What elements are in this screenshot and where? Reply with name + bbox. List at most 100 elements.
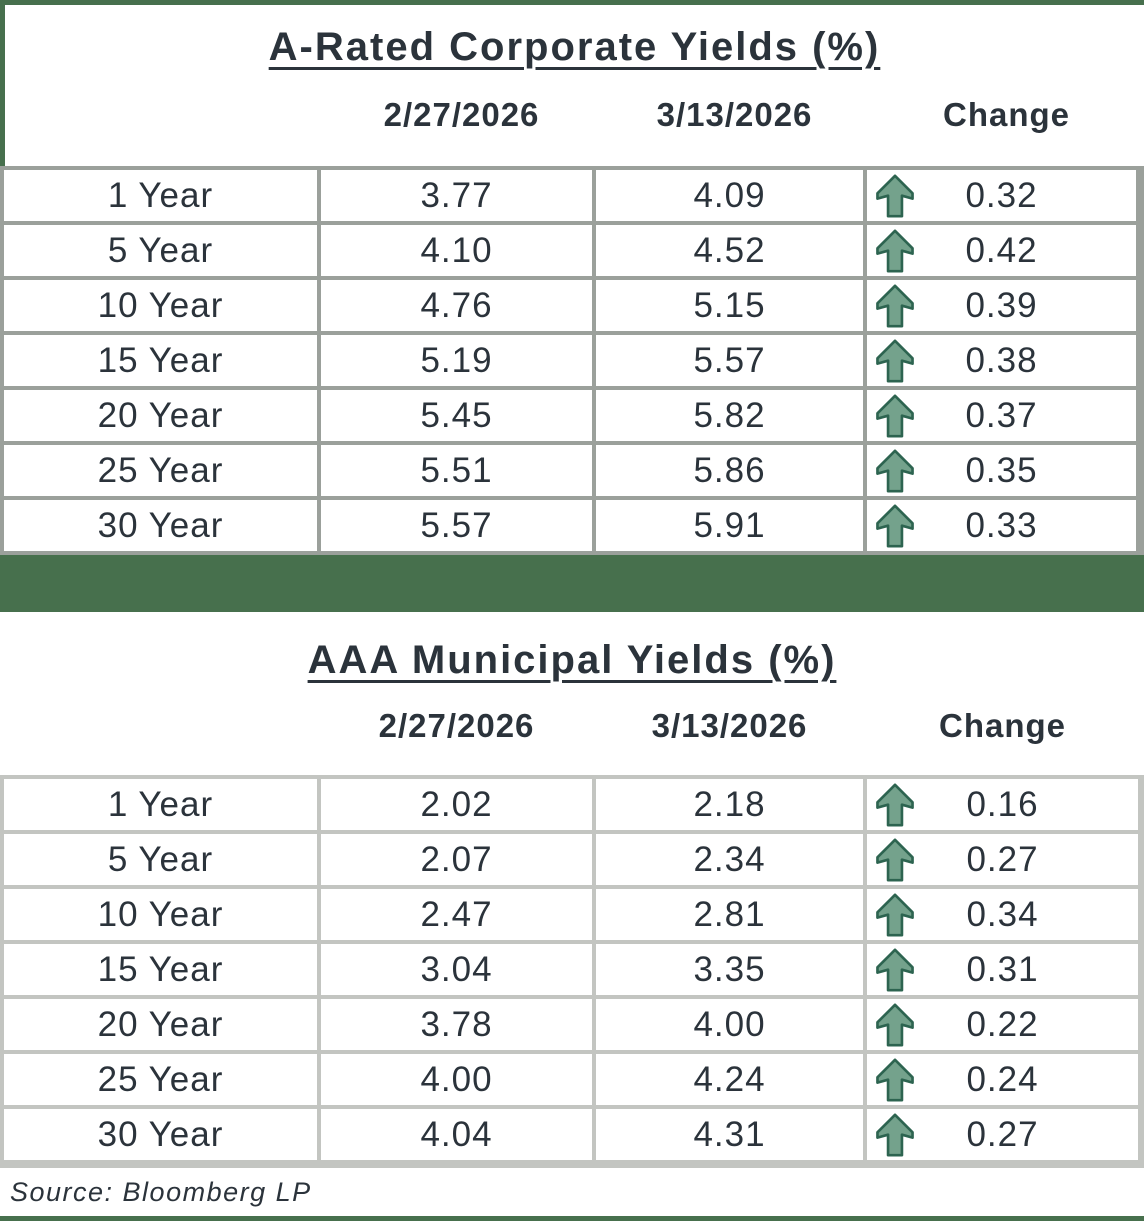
change-value: 0.37 (965, 395, 1038, 435)
change-value: 0.39 (965, 285, 1038, 325)
change-value: 0.31 (966, 949, 1039, 989)
municipal-yields-table: AAA Municipal Yields (%) 2/27/2026 3/13/… (0, 612, 1144, 1164)
change-value: 0.27 (966, 1114, 1039, 1154)
yield-prev-cell: 2.02 (321, 779, 592, 830)
change-cell: 0.34 (867, 889, 1138, 940)
change-cell: 0.16 (867, 779, 1138, 830)
change-value: 0.38 (965, 340, 1038, 380)
up-arrow-icon (876, 1003, 914, 1046)
yield-curr-cell: 3.35 (596, 944, 863, 995)
up-arrow-icon (876, 339, 914, 382)
change-value: 0.32 (965, 175, 1038, 215)
term-cell: 25 Year (4, 1054, 317, 1105)
yield-curr-cell: 2.18 (596, 779, 863, 830)
up-arrow-icon (876, 449, 914, 492)
yield-curr-cell: 4.31 (596, 1109, 863, 1160)
yield-prev-cell: 5.57 (321, 500, 592, 551)
term-cell: 5 Year (4, 225, 317, 276)
up-arrow-icon (876, 1113, 914, 1156)
change-cell: 0.33 (867, 500, 1136, 551)
yield-prev-cell: 2.47 (321, 889, 592, 940)
term-cell: 20 Year (4, 390, 317, 441)
yield-prev-cell: 4.04 (321, 1109, 592, 1160)
corporate-column-headers: 2/27/2026 3/13/2026 Change (5, 96, 1144, 134)
term-cell: 25 Year (4, 445, 317, 496)
yield-curr-cell: 2.81 (596, 889, 863, 940)
yield-prev-cell: 3.77 (321, 170, 592, 221)
source-label: Source: Bloomberg LP (10, 1176, 312, 1207)
change-cell: 0.38 (867, 335, 1136, 386)
up-arrow-icon (876, 504, 914, 547)
column-header-change: Change (938, 707, 1066, 744)
change-cell: 0.27 (867, 834, 1138, 885)
yield-curr-cell: 4.24 (596, 1054, 863, 1105)
change-value: 0.35 (965, 450, 1038, 490)
change-cell: 0.22 (867, 999, 1138, 1050)
change-cell: 0.39 (867, 280, 1136, 331)
term-cell: 10 Year (4, 280, 317, 331)
column-header-prev-date: 2/27/2026 (378, 707, 535, 744)
change-value: 0.34 (966, 894, 1039, 934)
yield-curr-cell: 4.09 (596, 170, 863, 221)
yield-prev-cell: 3.78 (321, 999, 592, 1050)
change-value: 0.16 (966, 784, 1039, 824)
change-value: 0.24 (966, 1059, 1039, 1099)
source-row: Source: Bloomberg LP (0, 1164, 1144, 1216)
term-cell: 5 Year (4, 834, 317, 885)
up-arrow-icon (876, 948, 914, 991)
change-cell: 0.42 (867, 225, 1136, 276)
yield-curr-cell: 4.52 (596, 225, 863, 276)
column-header-change: Change (942, 96, 1070, 133)
change-value: 0.33 (965, 505, 1038, 545)
yield-curr-cell: 5.82 (596, 390, 863, 441)
yield-prev-cell: 3.04 (321, 944, 592, 995)
up-arrow-icon (876, 1058, 914, 1101)
column-header-term (9, 96, 322, 134)
change-cell: 0.32 (867, 170, 1136, 221)
change-cell: 0.37 (867, 390, 1136, 441)
up-arrow-icon (876, 783, 914, 826)
yield-curr-cell: 2.34 (596, 834, 863, 885)
corporate-yields-table: A-Rated Corporate Yields (%) 2/27/2026 3… (0, 5, 1144, 555)
change-cell: 0.35 (867, 445, 1136, 496)
term-cell: 1 Year (4, 779, 317, 830)
column-header-curr-date: 3/13/2026 (656, 96, 813, 133)
change-value: 0.27 (966, 839, 1039, 879)
column-header-term (4, 707, 317, 745)
change-value: 0.22 (966, 1004, 1039, 1044)
green-top-border (0, 0, 1144, 5)
term-cell: 20 Year (4, 999, 317, 1050)
up-arrow-icon (876, 394, 914, 437)
term-cell: 15 Year (4, 944, 317, 995)
municipal-yields-grid: 1 Year 2.02 2.18 0.16 5 Year 2.07 2.34 0.27 10… (0, 775, 1144, 1164)
yield-prev-cell: 5.45 (321, 390, 592, 441)
yield-prev-cell: 5.19 (321, 335, 592, 386)
yield-curr-cell: 5.15 (596, 280, 863, 331)
change-cell: 0.24 (867, 1054, 1138, 1105)
term-cell: 15 Year (4, 335, 317, 386)
green-bottom-border (0, 1216, 1144, 1221)
municipal-table-header-area: AAA Municipal Yields (%) 2/27/2026 3/13/… (0, 612, 1144, 775)
yield-prev-cell: 4.76 (321, 280, 592, 331)
up-arrow-icon (876, 893, 914, 936)
municipal-column-headers: 2/27/2026 3/13/2026 Change (0, 707, 1144, 745)
yield-prev-cell: 5.51 (321, 445, 592, 496)
municipal-table-title: AAA Municipal Yields (%) (307, 638, 837, 682)
change-cell: 0.27 (867, 1109, 1138, 1160)
yield-curr-cell: 4.00 (596, 999, 863, 1050)
up-arrow-icon (876, 174, 914, 217)
up-arrow-icon (876, 284, 914, 327)
up-arrow-icon (876, 229, 914, 272)
term-cell: 30 Year (4, 500, 317, 551)
corporate-table-header-area: A-Rated Corporate Yields (%) 2/27/2026 3… (0, 5, 1144, 166)
column-header-curr-date: 3/13/2026 (651, 707, 808, 744)
yield-prev-cell: 4.10 (321, 225, 592, 276)
term-cell: 30 Year (4, 1109, 317, 1160)
yield-prev-cell: 2.07 (321, 834, 592, 885)
term-cell: 1 Year (4, 170, 317, 221)
yield-curr-cell: 5.86 (596, 445, 863, 496)
term-cell: 10 Year (4, 889, 317, 940)
corporate-table-title: A-Rated Corporate Yields (%) (268, 25, 881, 69)
up-arrow-icon (876, 838, 914, 881)
yield-curr-cell: 5.57 (596, 335, 863, 386)
